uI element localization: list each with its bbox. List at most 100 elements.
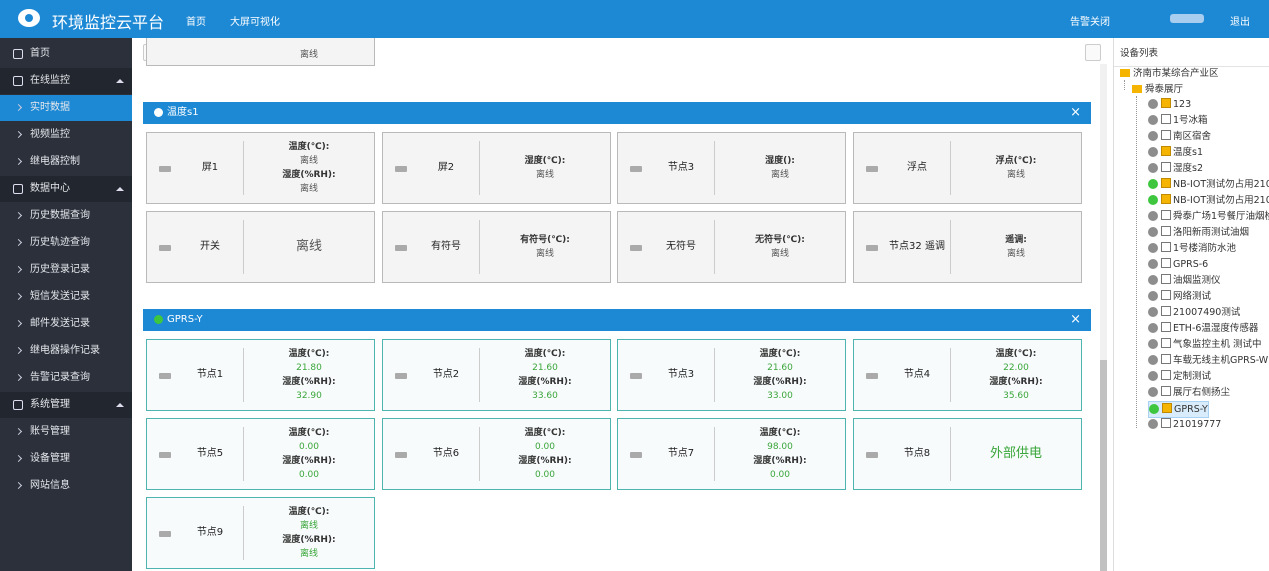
device-node[interactable]: GPRS-Y	[1148, 401, 1209, 418]
device-node[interactable]: 南区宿舍	[1148, 129, 1211, 144]
close-button[interactable]: ×	[1070, 312, 1081, 327]
device-card[interactable]: 节点3 温度(℃): 21.60 湿度(%RH): 33.00	[617, 339, 846, 411]
tree-root[interactable]: 济南市某综合产业区	[1120, 66, 1219, 81]
user-menu[interactable]	[1170, 14, 1204, 23]
menu-item[interactable]: 继电器操作记录	[0, 338, 132, 364]
checkbox[interactable]	[1161, 98, 1171, 108]
menu-item[interactable]: 历史数据查询	[0, 203, 132, 229]
device-node[interactable]: NB-IOT测试勿占用210	[1148, 177, 1269, 192]
menu-item[interactable]: 短信发送记录	[0, 284, 132, 310]
device-card[interactable]: 节点2 温度(℃): 21.60 湿度(%RH): 33.60	[382, 339, 611, 411]
device-card[interactable]: 节点5 温度(℃): 0.00 湿度(%RH): 0.00	[146, 418, 375, 490]
menu-item[interactable]: 历史轨迹查询	[0, 230, 132, 256]
checkbox[interactable]	[1161, 242, 1171, 252]
device-card[interactable]: 节点9 温度(℃): 离线 湿度(%RH): 离线	[146, 497, 375, 569]
device-node[interactable]: 气象监控主机 测试中	[1148, 337, 1262, 352]
menu-label: 账号管理	[30, 426, 70, 437]
checkbox[interactable]	[1162, 403, 1172, 413]
menu-item[interactable]: 账号管理	[0, 419, 132, 445]
scrollbar[interactable]	[1100, 64, 1107, 571]
checkbox[interactable]	[1161, 290, 1171, 300]
device-name: 21007490测试	[1173, 307, 1241, 318]
device-card[interactable]: 节点1 温度(℃): 21.80 湿度(%RH): 32.90	[146, 339, 375, 411]
device-node[interactable]: 123	[1148, 97, 1191, 112]
menu-item[interactable]: 设备管理	[0, 446, 132, 472]
menu-item[interactable]: 历史登录记录	[0, 257, 132, 283]
divider	[479, 348, 480, 402]
device-node[interactable]: 网络测试	[1148, 289, 1211, 304]
chevron	[14, 157, 23, 166]
menu-group[interactable]: 系统管理	[0, 392, 132, 418]
scrollbar-thumb[interactable]	[1100, 360, 1107, 571]
device-card[interactable]: 节点3 湿度(): 离线	[617, 132, 846, 204]
card-values: 温度(℃): 0.00 湿度(%RH): 0.00	[480, 419, 610, 489]
checkbox[interactable]	[1161, 274, 1171, 284]
menu-group[interactable]: 数据中心	[0, 176, 132, 202]
checkbox[interactable]	[1161, 194, 1171, 204]
device-card[interactable]: 节点4 温度(℃): 22.00 湿度(%RH): 35.60	[853, 339, 1082, 411]
nav-link[interactable]: 首页	[186, 17, 206, 28]
card-values: 温度(℃): 离线 湿度(%RH): 离线	[244, 133, 374, 203]
device-node[interactable]: 21007490测试	[1148, 305, 1240, 320]
checkbox[interactable]	[1161, 146, 1171, 156]
menu-item[interactable]: 视频监控	[0, 122, 132, 148]
checkbox[interactable]	[1161, 306, 1171, 316]
nav-link[interactable]: 大屏可视化	[230, 17, 280, 28]
device-card[interactable]: 节点6 温度(℃): 0.00 湿度(%RH): 0.00	[382, 418, 611, 490]
checkbox[interactable]	[1161, 130, 1171, 140]
menu-item[interactable]: 实时数据	[0, 95, 132, 121]
device-node[interactable]: 定制测试	[1148, 369, 1211, 384]
device-card[interactable]: 浮点 浮点(℃): 离线	[853, 132, 1082, 204]
device-node[interactable]: 湿度s2	[1148, 161, 1203, 176]
device-card[interactable]: 开关 离线	[146, 211, 375, 283]
checkbox[interactable]	[1161, 322, 1171, 332]
menu-group[interactable]: 首页	[0, 41, 132, 67]
device-node[interactable]: 舜泰广场1号餐厅油烟检	[1148, 209, 1269, 224]
checkbox[interactable]	[1161, 386, 1171, 396]
tree-group[interactable]: 舜泰展厅	[1132, 82, 1183, 97]
device-node[interactable]: 温度s1	[1148, 145, 1203, 160]
device-node[interactable]: GPRS-6	[1148, 257, 1208, 272]
device-card[interactable]: 无符号 无符号(℃): 离线	[617, 211, 846, 283]
device-node[interactable]: 21019777	[1148, 417, 1221, 432]
caret	[116, 187, 124, 191]
close-button[interactable]: ×	[1070, 105, 1081, 120]
checkbox[interactable]	[1161, 178, 1171, 188]
checkbox[interactable]	[1161, 418, 1171, 428]
device-node[interactable]: NB-IOT测试勿占用210	[1148, 193, 1269, 208]
menu-item[interactable]: 邮件发送记录	[0, 311, 132, 337]
device-card[interactable]: 屏2 湿度(℃): 离线	[382, 132, 611, 204]
menu-item[interactable]: 网站信息	[0, 473, 132, 499]
menu-item[interactable]: 告警记录查询	[0, 365, 132, 391]
checkbox[interactable]	[1161, 114, 1171, 124]
device-node[interactable]: 车载无线主机GPRS-W	[1148, 353, 1268, 368]
layout-toggle[interactable]	[1085, 44, 1101, 61]
divider	[243, 427, 244, 481]
device-node[interactable]: 洛阳新雨测试油烟	[1148, 225, 1249, 240]
checkbox[interactable]	[1161, 162, 1171, 172]
device-node[interactable]: 展厅右侧扬尘	[1148, 385, 1230, 400]
checkbox[interactable]	[1161, 226, 1171, 236]
checkbox[interactable]	[1161, 354, 1171, 364]
field-label: 湿度(%RH):	[282, 535, 336, 545]
device-node[interactable]: 1号楼消防水池	[1148, 241, 1236, 256]
checkbox[interactable]	[1161, 210, 1171, 220]
checkbox[interactable]	[1161, 370, 1171, 380]
menu-item[interactable]: 继电器控制	[0, 149, 132, 175]
device-card[interactable]: 节点7 温度(℃): 98.00 湿度(%RH): 0.00	[617, 418, 846, 490]
card-values: 温度(℃): 21.60 湿度(%RH): 33.60	[480, 340, 610, 410]
alarm-toggle[interactable]: 告警关闭	[1070, 17, 1110, 28]
checkbox[interactable]	[1161, 258, 1171, 268]
logout[interactable]: 退出	[1230, 17, 1250, 28]
device-node[interactable]: 1号冰箱	[1148, 113, 1208, 128]
device-node[interactable]: 油烟监测仪	[1148, 273, 1221, 288]
device-card[interactable]: 有符号 有符号(℃): 离线	[382, 211, 611, 283]
device-card[interactable]: 屏1 温度(℃): 离线 湿度(%RH): 离线	[146, 132, 375, 204]
checkbox[interactable]	[1161, 338, 1171, 348]
device-node[interactable]: ETH-6温湿度传感器	[1148, 321, 1258, 336]
menu-group[interactable]: 在线监控	[0, 68, 132, 94]
device-card[interactable]: 节点8 外部供电	[853, 418, 1082, 490]
device-card[interactable]: 节点32 遥调 遥调: 离线	[853, 211, 1082, 283]
menu-icon	[13, 76, 23, 86]
field-value: 0.00	[769, 470, 791, 480]
